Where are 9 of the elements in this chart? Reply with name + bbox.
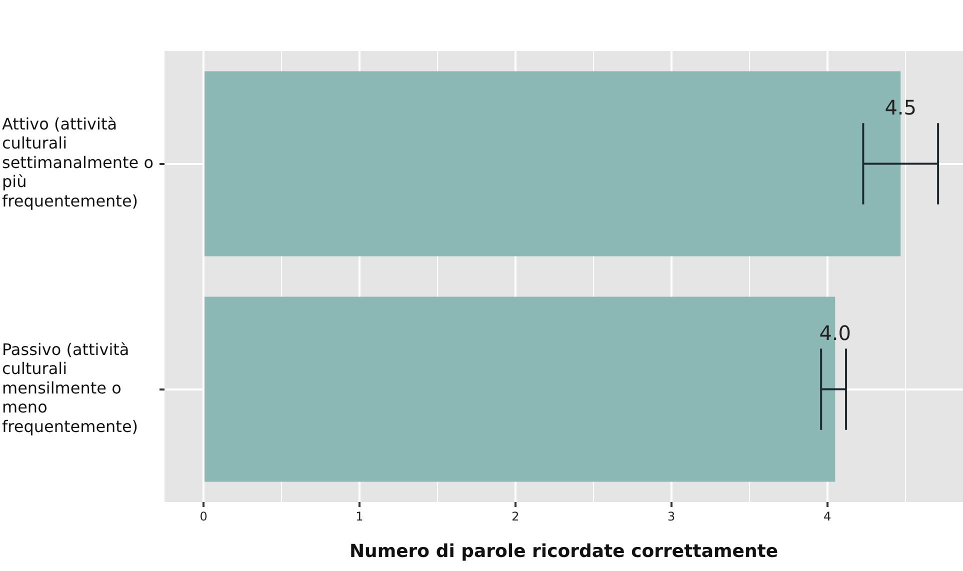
x-tick-label: 0 bbox=[200, 509, 208, 524]
x-tick-label: 1 bbox=[356, 509, 364, 524]
x-axis-title: Numero di parole ricordate correttamente bbox=[349, 540, 778, 562]
data-label: 4.0 bbox=[819, 320, 852, 345]
y-tick-label: Attivo (attività culturali settimanalmente o più frequentemente) bbox=[2, 114, 154, 210]
y-tick-label: Passivo (attività culturali mensilmente o meno frequentemente) bbox=[2, 340, 138, 436]
x-tick-label: 4 bbox=[824, 509, 832, 524]
x-tick-label: 2 bbox=[512, 509, 520, 524]
x-tick-label: 3 bbox=[668, 509, 676, 524]
